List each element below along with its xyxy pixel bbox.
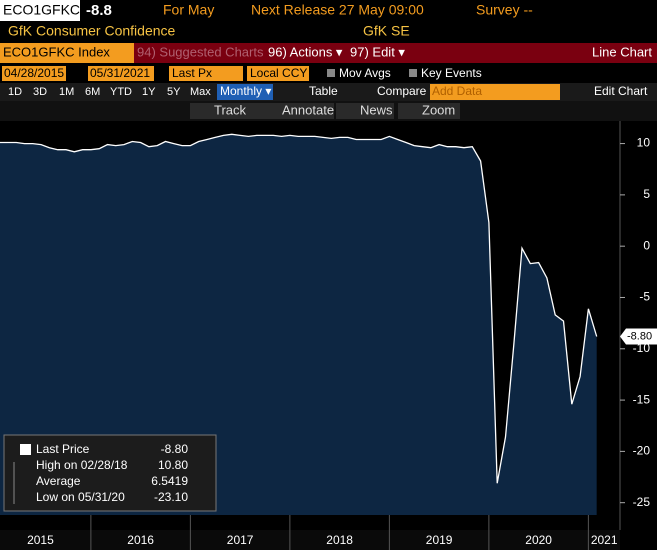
tool: Zoom	[422, 102, 455, 117]
edit[interactable]: 97) Edit ▾	[350, 44, 405, 59]
last-label: -8.80	[627, 330, 652, 342]
tool-button[interactable]	[190, 103, 262, 119]
name: GfK Consumer Confidence	[8, 23, 176, 39]
tool: Track	[214, 102, 247, 117]
y-tick-label: -20	[633, 444, 651, 458]
table[interactable]: Table	[309, 84, 338, 98]
period[interactable]: YTD	[110, 86, 132, 98]
y-tick-label: -25	[633, 495, 651, 509]
y-tick-label: 5	[643, 187, 650, 201]
field-box[interactable]	[169, 66, 243, 81]
line	[0, 133, 598, 484]
x-axis-bg	[0, 530, 620, 550]
period[interactable]: Max	[190, 86, 211, 98]
period[interactable]: 6M	[85, 86, 100, 98]
add-data-box[interactable]	[430, 84, 560, 100]
start-field[interactable]	[2, 66, 66, 81]
ccy-box[interactable]	[247, 66, 309, 81]
x-tick-label: 2017	[227, 533, 254, 547]
suggested[interactable]: 94) Suggested Charts	[137, 44, 264, 59]
legend	[3, 434, 217, 512]
end-field[interactable]	[88, 66, 154, 81]
period[interactable]: 1D	[8, 86, 22, 98]
release: Next Release 27 May 09:00	[251, 2, 424, 18]
start: 04/28/2015	[4, 66, 64, 80]
y-tick-label: -5	[639, 290, 650, 304]
edit-chart[interactable]: Edit Chart	[594, 84, 648, 98]
y-tick-label: -15	[633, 392, 651, 406]
security: ECO1GFKC Index	[3, 44, 110, 59]
tool-button[interactable]	[336, 103, 394, 119]
legend-value: 6.5419	[151, 474, 188, 488]
actions[interactable]: 96) Actions ▾	[268, 44, 343, 59]
field: Last Px	[172, 66, 212, 80]
tool-button[interactable]	[258, 103, 334, 119]
checkbox[interactable]	[409, 69, 417, 77]
legend-swatch	[20, 444, 31, 455]
x-tick-label: 2021	[591, 533, 618, 547]
period[interactable]: 5Y	[167, 86, 181, 98]
legend-value: -23.10	[154, 490, 188, 504]
source: GfK SE	[363, 23, 410, 39]
period: For May	[163, 2, 214, 18]
period[interactable]: 3D	[33, 86, 47, 98]
x-tick-label: 2020	[525, 533, 552, 547]
legend-label: Low on 05/31/20	[36, 490, 125, 504]
toolbar-bg	[0, 43, 657, 63]
period[interactable]: 1Y	[142, 86, 156, 98]
currency: Local CCY	[250, 66, 307, 80]
chart-kind[interactable]: Line Chart	[592, 44, 652, 59]
x-tick-label: 2018	[326, 533, 353, 547]
area	[0, 134, 597, 515]
last-tag	[620, 328, 657, 345]
frequency-box[interactable]	[217, 84, 273, 100]
compare[interactable]: Compare ▾	[377, 84, 436, 98]
tool-button[interactable]	[398, 103, 460, 119]
add-data: Add Data	[432, 84, 482, 98]
ticker-box	[0, 0, 80, 21]
legend-label: High on 02/28/18	[36, 458, 128, 472]
legend-value: -8.80	[161, 442, 189, 456]
legend-value: 10.80	[158, 458, 188, 472]
ticker: ECO1GFKC	[3, 2, 80, 18]
checkbox[interactable]	[327, 69, 335, 77]
tool: Annotate	[282, 102, 334, 117]
survey: Survey --	[476, 2, 533, 18]
y-tick-label: 10	[637, 136, 651, 150]
frequency: Monthly ▾	[220, 84, 271, 98]
tool: News	[360, 102, 393, 117]
x-tick-label: 2015	[27, 533, 54, 547]
y-tick-label: 0	[643, 238, 650, 252]
end: 05/31/2021	[90, 66, 150, 80]
last: -8.8	[86, 2, 112, 19]
period[interactable]: 1M	[59, 86, 74, 98]
mov-avgs[interactable]: Mov Avgs	[339, 66, 391, 80]
x-tick-label: 2019	[426, 533, 453, 547]
security-box[interactable]	[0, 43, 134, 63]
x-tick-label: 2016	[127, 533, 154, 547]
legend-label: Average	[36, 474, 81, 488]
key-events[interactable]: Key Events	[421, 66, 482, 80]
legend-label: Last Price	[36, 442, 90, 456]
